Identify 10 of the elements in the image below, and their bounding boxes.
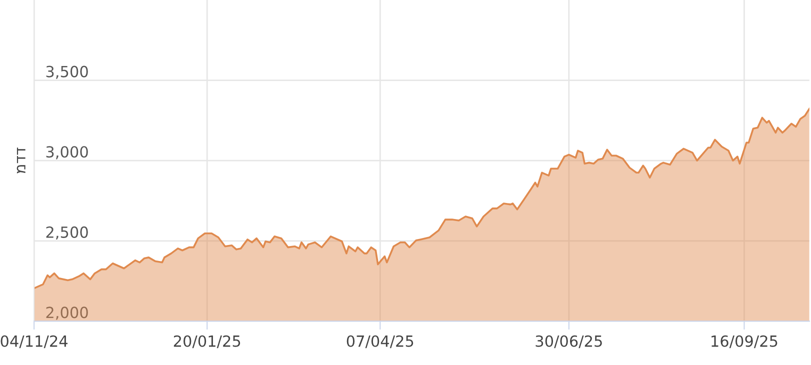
x-tick-label: 30/06/25	[536, 335, 602, 348]
x-tick-label: 04/11/24	[0, 335, 68, 348]
x-tick-label: 20/01/25	[174, 335, 240, 348]
y-tick-label: 2,500	[46, 226, 88, 240]
x-tick-label: 16/09/25	[712, 335, 778, 348]
y-tick-label: 2,000	[46, 306, 88, 320]
y-tick-label: 3,500	[46, 66, 88, 79]
y-tick-label: 3,000	[46, 146, 88, 160]
y-axis-title: מדד	[16, 148, 26, 174]
x-tick-label: 07/04/25	[346, 335, 414, 348]
